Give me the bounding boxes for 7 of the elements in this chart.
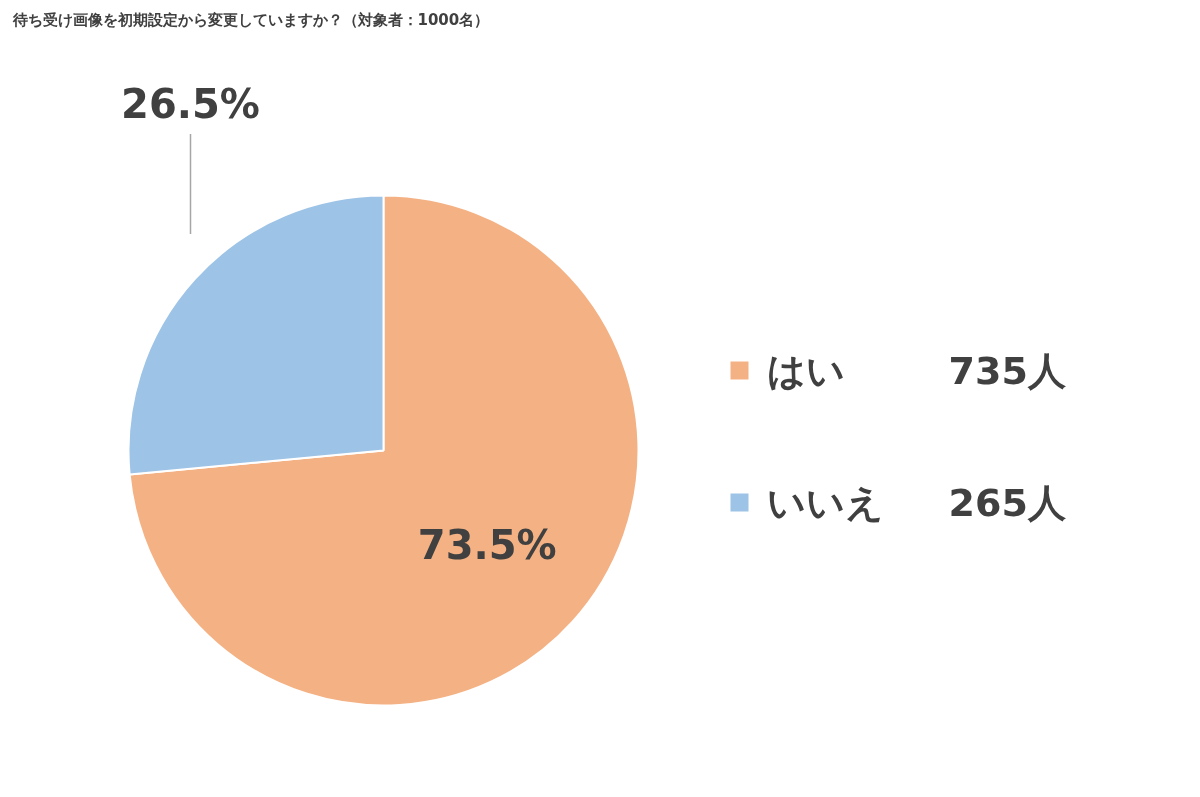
- legend-label: はい: [766, 348, 845, 393]
- text: 735人: [948, 348, 1066, 393]
- text: 265人: [948, 480, 1066, 525]
- chart-title: 待ち受け画像を初期設定から変更していますか？（対象者：1000名）: [11, 10, 490, 29]
- data-label: 26.5%: [121, 80, 260, 127]
- legend-label: いいえ: [766, 480, 884, 525]
- data-label: 73.5%: [417, 521, 557, 568]
